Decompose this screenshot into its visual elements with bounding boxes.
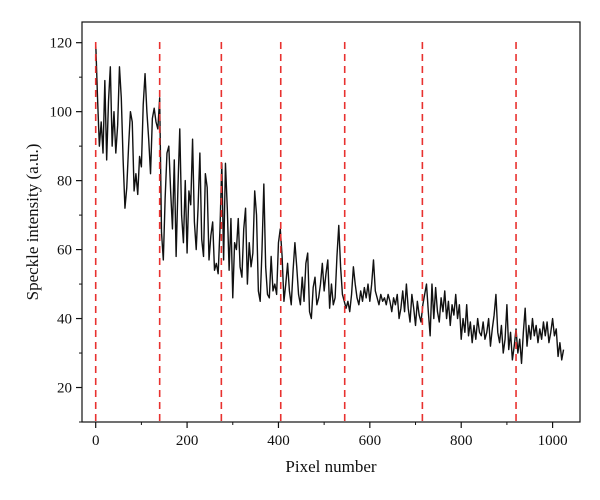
x-tick-label: 200 <box>176 433 199 449</box>
x-axis-title: Pixel number <box>285 457 376 476</box>
x-tick-label: 800 <box>450 433 473 449</box>
x-tick-label: 0 <box>92 433 100 449</box>
y-tick-label: 40 <box>57 312 72 328</box>
speckle-intensity-line <box>95 42 565 365</box>
y-tick-label: 120 <box>50 36 73 52</box>
plot-area <box>94 42 565 422</box>
x-tick-label: 600 <box>359 433 382 449</box>
y-tick-label: 80 <box>57 174 72 190</box>
y-axis-title: Speckle intensity (a.u.) <box>23 144 42 301</box>
x-tick-label: 1000 <box>538 433 568 449</box>
axes: 0 200 400 600 800 1000 20 40 60 80 100 120 <box>50 21 581 449</box>
y-tick-label: 60 <box>57 243 72 259</box>
y-tick-label: 20 <box>57 381 72 397</box>
plot-frame <box>81 21 581 423</box>
y-tick-label: 100 <box>50 105 73 121</box>
x-tick-label: 400 <box>267 433 290 449</box>
